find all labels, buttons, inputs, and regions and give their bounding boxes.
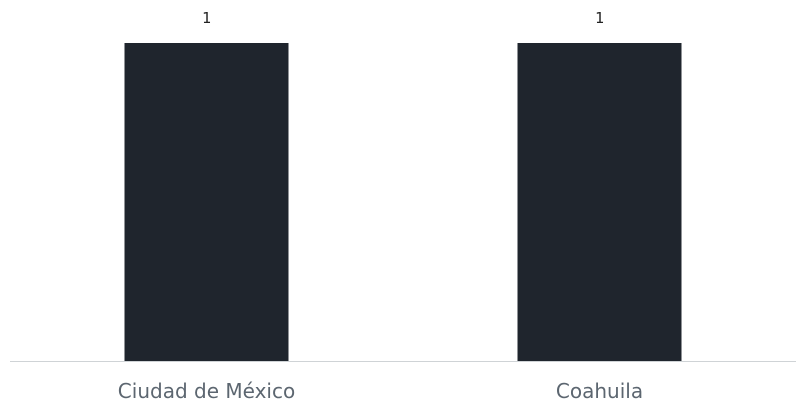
bar-value-label-0: 1 xyxy=(202,9,211,27)
category-label-0: Ciudad de México xyxy=(118,379,295,403)
bar-1 xyxy=(517,43,682,361)
bar-value-label-1: 1 xyxy=(595,9,604,27)
category-label-1: Coahuila xyxy=(556,379,643,403)
bar-0 xyxy=(124,43,289,361)
